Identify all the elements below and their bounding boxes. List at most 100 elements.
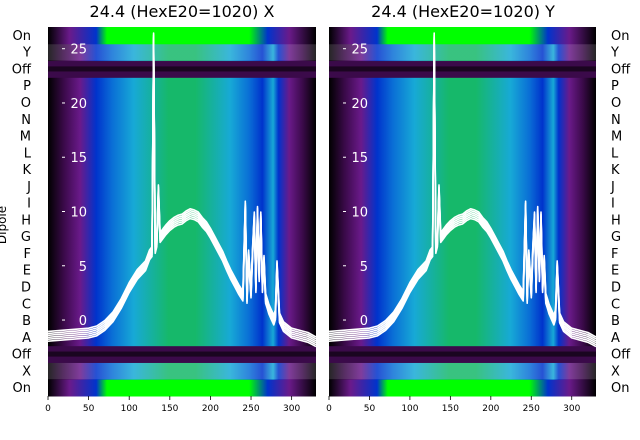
x-tick-label: 0 (45, 404, 51, 414)
heat-row-l (48, 144, 316, 162)
heat-row-j (329, 177, 596, 196)
overlay-curve (47, 32, 317, 338)
x-tick-label: 300 (563, 404, 580, 414)
y-axis-label: Dipole (0, 206, 9, 244)
overlay-curve (328, 32, 597, 338)
chart-title-y: 24.4 (HexE20=1020) Y (371, 2, 555, 21)
row-label: N (611, 113, 621, 128)
heat-row-o (329, 94, 596, 112)
heat-row-on (48, 27, 316, 45)
row-label: D (611, 280, 621, 295)
overlay-y-tick-label: 0 (360, 314, 368, 329)
heat-row-p (329, 77, 596, 95)
overlay-y-tick-label: 15 (70, 151, 87, 166)
row-label: I (611, 197, 615, 212)
heat-row-x (329, 362, 596, 380)
row-label: K (22, 163, 31, 178)
row-label: C (611, 297, 620, 312)
row-label: P (23, 79, 31, 94)
heat-row-g (48, 228, 316, 246)
x-tick-label: 300 (283, 404, 300, 414)
x-tick-label: 150 (442, 404, 459, 414)
row-label: Off (611, 348, 631, 363)
overlay-y-tick-label: 25 (70, 43, 87, 58)
heatmap-y (329, 27, 596, 397)
heat-row-l (329, 144, 596, 162)
heat-row-a (48, 328, 316, 347)
row-label: B (22, 314, 31, 329)
row-label: K (611, 163, 620, 178)
heat-row-n (48, 110, 316, 129)
x-tick-label: 0 (326, 404, 332, 414)
x-tick-label: 50 (83, 404, 95, 414)
x-tick-label: 200 (202, 404, 219, 414)
heat-row-j (48, 177, 316, 196)
row-label: F (24, 247, 31, 262)
row-label: On (611, 29, 629, 44)
row-label: On (13, 29, 31, 44)
overlay-y-tick-label: 20 (351, 97, 368, 112)
row-label: On (611, 381, 629, 396)
overlay-y-tick-label: 15 (351, 151, 368, 166)
heat-row-f (329, 245, 596, 263)
row-label: P (611, 79, 619, 94)
overlay-y-tick-label: 10 (70, 206, 87, 221)
heat-row-on (329, 27, 596, 45)
row-label: I (27, 197, 31, 212)
heat-row-p (48, 77, 316, 95)
overlay-y-tick-label: 0 (79, 314, 87, 329)
row-label: G (21, 230, 31, 245)
x-tick-label: 100 (401, 404, 418, 414)
heat-row-y (329, 43, 596, 62)
overlay-y-tick-label: 5 (79, 260, 87, 275)
row-label: Off (12, 348, 32, 363)
row-label: L (24, 146, 32, 161)
row-label: H (21, 213, 31, 228)
heatmap-x (48, 27, 316, 397)
heat-row-o (48, 94, 316, 112)
overlay-y-ticks-x: 0 5 10 15 20 25 (62, 43, 87, 329)
row-label: O (21, 96, 31, 111)
heat-row-a (329, 328, 596, 347)
heat-row-off-band (48, 351, 316, 357)
row-label: J (26, 180, 31, 195)
row-label: Off (12, 62, 32, 77)
row-label: Off (611, 62, 631, 77)
x-ticks-x: 0 50 100 150 200 250 300 (45, 396, 300, 414)
x-tick-label: 150 (161, 404, 178, 414)
heat-row-on (48, 379, 316, 397)
heat-row-y (48, 43, 316, 62)
row-label: F (611, 247, 618, 262)
heat-row-k (329, 161, 596, 179)
overlay-y-tick-label: 5 (360, 260, 368, 275)
heat-row-f (48, 245, 316, 263)
row-label: H (611, 213, 621, 228)
row-label: E (611, 264, 619, 279)
panel-x: 24.4 (HexE20=1020) X Dipole OnXOffABCDEF… (0, 2, 317, 414)
row-label: M (611, 130, 622, 145)
row-label: X (22, 364, 31, 379)
heat-row-d (48, 278, 316, 296)
heat-row-d (329, 278, 596, 296)
row-label: Y (22, 46, 31, 61)
heat-row-x (48, 362, 316, 380)
row-label: X (611, 364, 620, 379)
heat-row-off-band (48, 66, 316, 72)
heat-row-i (48, 194, 316, 212)
heat-row-n (329, 110, 596, 129)
heat-row-k (48, 161, 316, 179)
row-label: O (611, 96, 621, 111)
chart-title-x: 24.4 (HexE20=1020) X (90, 2, 275, 21)
heat-row-m (48, 127, 316, 145)
row-label: M (20, 130, 31, 145)
row-label: B (611, 314, 620, 329)
x-tick-label: 250 (523, 404, 540, 414)
x-tick-label: 100 (121, 404, 138, 414)
overlay-y-ticks-y: 0 5 10 15 20 25 (343, 43, 368, 329)
x-tick-label: 50 (364, 404, 376, 414)
row-label: A (22, 331, 31, 346)
x-ticks-y: 0 50 100 150 200 250 300 (326, 396, 581, 414)
row-label: L (611, 146, 619, 161)
